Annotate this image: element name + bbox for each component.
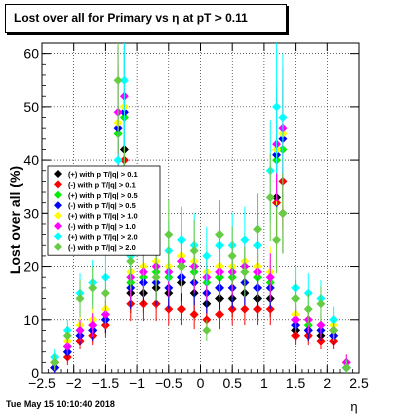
x-tick-label: 2 [323, 375, 331, 391]
data-point [189, 309, 199, 319]
legend-marker [54, 170, 62, 178]
data-point [75, 293, 85, 303]
x-tick-label: −2.5 [28, 375, 56, 391]
y-tick-label: 30 [23, 205, 39, 221]
legend-entry: (-) with p T/|q| > 1.0 [68, 222, 136, 231]
data-point [62, 341, 72, 351]
data-point [329, 325, 339, 335]
x-tick-label: −2 [66, 375, 82, 391]
legend-marker [54, 190, 62, 199]
data-point [291, 293, 301, 303]
data-point [316, 299, 326, 309]
data-point [100, 288, 110, 298]
data-point [164, 230, 174, 240]
data-point [278, 113, 288, 123]
data-point [75, 325, 85, 335]
data-point [291, 315, 301, 325]
data-point [227, 251, 237, 261]
data-point [215, 230, 225, 240]
x-tick-label: −1 [129, 375, 145, 391]
y-tick-label: 60 [23, 46, 39, 62]
legend-entry: (+) with p T/|q| > 0.5 [68, 191, 138, 200]
x-tick-label: 1 [260, 375, 268, 391]
data-point [341, 363, 351, 373]
data-point [272, 102, 282, 112]
legend-entry: (-) with p T/|q| > 0.1 [68, 180, 136, 189]
timestamp: Tue May 15 10:10:40 2018 [6, 399, 115, 409]
data-point [303, 304, 313, 314]
axis-ticks: −2.5 −2 −1.5 −1 −0.5 0 0.5 1 1.5 2 2.5 0 10 20 30 40 50 6… [23, 42, 369, 391]
y-tick-label: 0 [31, 365, 39, 381]
x-tick-label: −1.5 [92, 375, 120, 391]
data-point [240, 267, 250, 277]
data-point [62, 331, 72, 341]
data-point [189, 246, 199, 256]
x-tick-label: 0 [197, 375, 205, 391]
y-tick-label: 50 [23, 99, 39, 115]
legend-marker [54, 211, 62, 220]
x-tick-label: 0.5 [222, 375, 242, 391]
data-point [240, 304, 250, 314]
data-point [113, 155, 123, 165]
data-point [151, 272, 161, 282]
x-axis-label: η [350, 399, 357, 414]
data-point [272, 235, 282, 245]
legend-entry: (+) with p T/|q| > 1.0 [68, 212, 138, 221]
data-series [50, 43, 351, 373]
data-point [202, 325, 212, 335]
x-tick-label: 2.5 [349, 375, 369, 391]
x-tick-label: 1.5 [286, 375, 306, 391]
legend-marker [54, 201, 62, 210]
y-tick-label: 10 [23, 312, 39, 328]
data-point [253, 224, 263, 234]
legend-box [47, 165, 161, 256]
y-axis-label: Lost over all (%) [7, 166, 23, 274]
data-point [113, 75, 123, 85]
chart-title: Lost over all for Primary vs η at pT > 0… [14, 11, 248, 25]
data-point [265, 272, 275, 282]
data-point [240, 235, 250, 245]
chart-title-box: Lost over all for Primary vs η at pT > 0… [5, 4, 287, 33]
data-point [119, 75, 129, 85]
data-point [215, 309, 225, 319]
legend-marker [54, 180, 62, 189]
data-point [202, 251, 212, 261]
legend-entry: (+) with p T/|q| > 0.1 [68, 170, 138, 179]
data-point [50, 357, 60, 367]
data-point [88, 320, 98, 330]
data-point [100, 309, 110, 319]
legend-entry: (+) with p T/|q| > 2.0 [68, 232, 138, 241]
legend-entry: (-) with p T/|q| > 2.0 [68, 243, 136, 252]
data-point [278, 208, 288, 218]
legend-entry: (-) with p T/|q| > 0.5 [68, 201, 136, 210]
legend: (+) with p T/|q| > 0.1(-) with p T/|q| >… [47, 165, 161, 256]
legend-marker [54, 222, 62, 230]
data-point [265, 192, 275, 202]
legend-marker [54, 242, 62, 251]
data-point [316, 320, 326, 330]
data-point [88, 283, 98, 293]
legend-marker [54, 232, 62, 241]
data-point [126, 256, 136, 266]
data-point [176, 262, 186, 272]
y-tick-label: 40 [23, 152, 39, 168]
y-tick-label: 20 [23, 259, 39, 275]
data-point [176, 304, 186, 314]
x-tick-label: −0.5 [155, 375, 183, 391]
